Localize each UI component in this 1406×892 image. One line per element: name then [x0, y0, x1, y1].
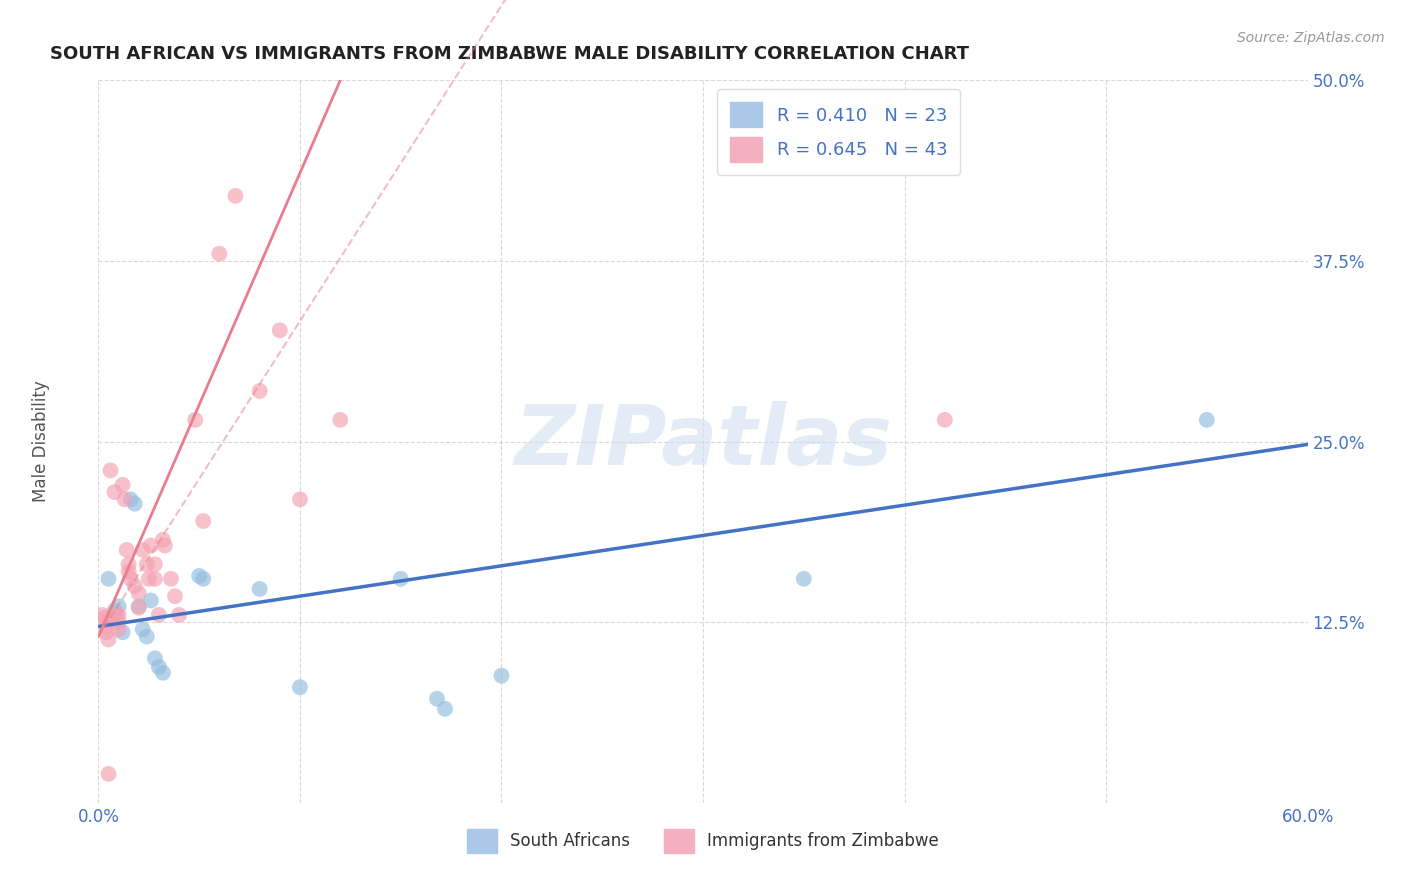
Point	[152, 665, 174, 680]
Point	[103, 604, 125, 618]
Point	[426, 691, 449, 706]
Point	[491, 668, 513, 682]
Text: Source: ZipAtlas.com: Source: ZipAtlas.com	[1237, 31, 1385, 45]
Point	[111, 625, 134, 640]
Point	[107, 623, 129, 637]
Point	[193, 514, 215, 528]
Point	[188, 569, 211, 583]
Point	[96, 619, 118, 633]
Point	[96, 625, 118, 640]
Point	[153, 539, 176, 553]
Legend: South Africans, Immigrants from Zimbabwe: South Africans, Immigrants from Zimbabwe	[460, 822, 946, 860]
Point	[434, 702, 457, 716]
Point	[143, 558, 166, 572]
Point	[389, 572, 412, 586]
Point	[91, 607, 114, 622]
Point	[208, 246, 231, 260]
Point	[160, 572, 183, 586]
Point	[118, 558, 141, 572]
Point	[249, 384, 271, 398]
Point	[128, 600, 150, 615]
Point	[97, 632, 120, 647]
Point	[143, 651, 166, 665]
Point	[105, 607, 128, 622]
Point	[120, 492, 142, 507]
Point	[152, 533, 174, 547]
Point	[97, 614, 120, 628]
Point	[107, 607, 129, 622]
Point	[288, 492, 311, 507]
Point	[124, 497, 146, 511]
Point	[135, 558, 157, 572]
Point	[793, 572, 815, 586]
Point	[329, 413, 352, 427]
Point	[139, 539, 162, 553]
Text: SOUTH AFRICAN VS IMMIGRANTS FROM ZIMBABWE MALE DISABILITY CORRELATION CHART: SOUTH AFRICAN VS IMMIGRANTS FROM ZIMBABW…	[51, 45, 969, 63]
Point	[118, 565, 141, 579]
Point	[97, 767, 120, 781]
Point	[193, 572, 215, 586]
Point	[103, 485, 125, 500]
Point	[132, 542, 155, 557]
Point	[1195, 413, 1218, 427]
Point	[93, 611, 115, 625]
Point	[107, 599, 129, 614]
Point	[138, 572, 160, 586]
Point	[111, 478, 134, 492]
Point	[288, 680, 311, 694]
Point	[97, 572, 120, 586]
Point	[128, 586, 150, 600]
Point	[224, 189, 246, 203]
Point	[163, 589, 186, 603]
Point	[135, 630, 157, 644]
Point	[167, 607, 190, 622]
Point	[934, 413, 956, 427]
Point	[132, 623, 155, 637]
Point	[148, 607, 170, 622]
Point	[184, 413, 207, 427]
Point	[269, 323, 291, 337]
Point	[128, 599, 150, 614]
Point	[124, 579, 146, 593]
Point	[100, 463, 122, 477]
Point	[143, 572, 166, 586]
Point	[139, 593, 162, 607]
Point	[115, 542, 138, 557]
Point	[114, 492, 136, 507]
Point	[107, 615, 129, 630]
Point	[249, 582, 271, 596]
Point	[148, 660, 170, 674]
Text: ZIPatlas: ZIPatlas	[515, 401, 891, 482]
Point	[120, 572, 142, 586]
Y-axis label: Male Disability: Male Disability	[32, 381, 49, 502]
